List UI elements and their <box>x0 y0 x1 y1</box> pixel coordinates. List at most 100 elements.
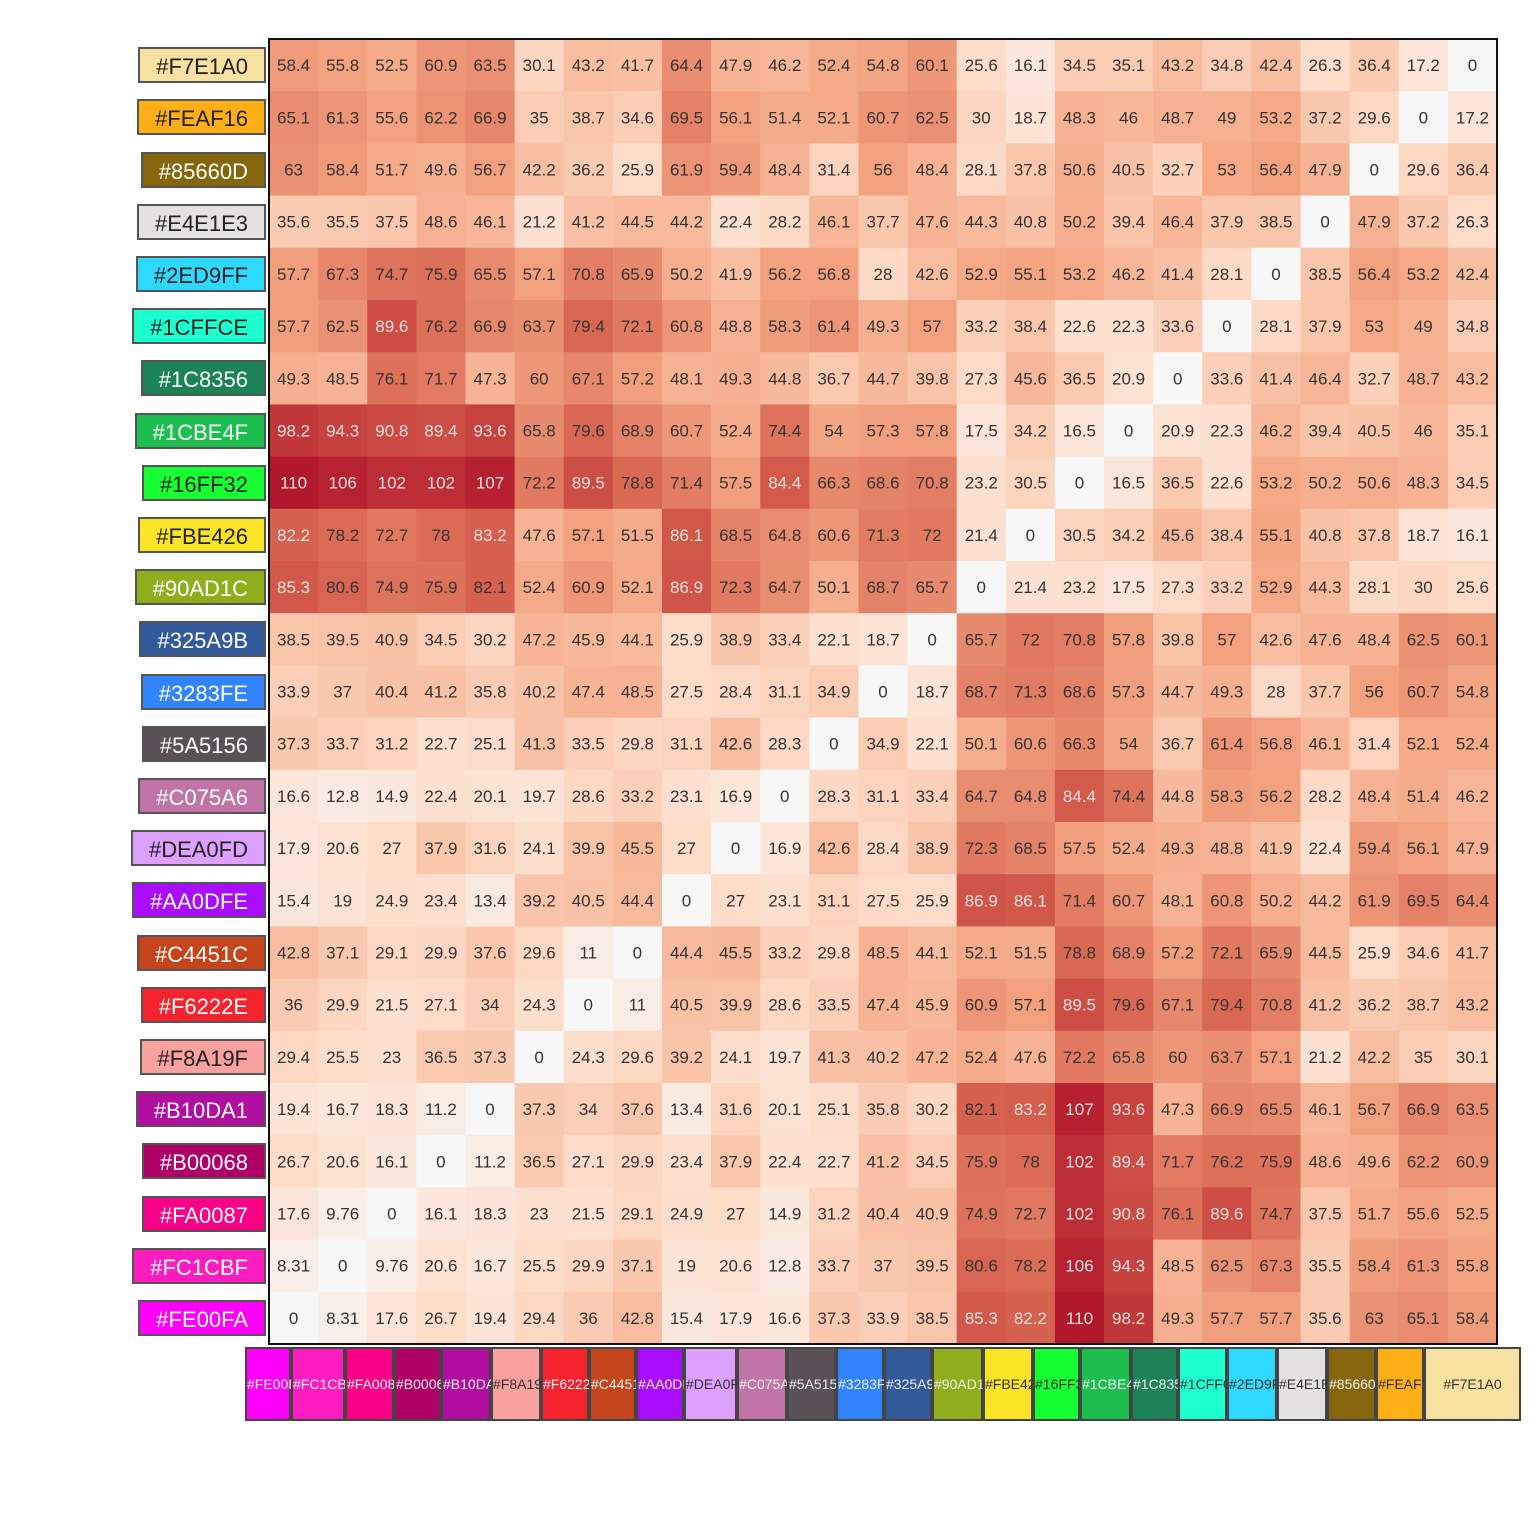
cell-value-label: 93.6 <box>473 422 506 441</box>
heatmap-cell <box>1054 665 1105 719</box>
heatmap-cell <box>416 247 467 301</box>
cell-value-label: 37 <box>333 683 352 702</box>
cell-value-label: 44.2 <box>1309 891 1342 910</box>
cell-value-label: 45.5 <box>719 944 752 963</box>
heatmap-cell <box>1202 1030 1252 1084</box>
heatmap-cell <box>711 300 761 353</box>
cell-value-label: 17.9 <box>277 839 310 858</box>
cell-value-label: 89.5 <box>572 474 605 493</box>
cell-value-label: 13.4 <box>670 1100 703 1119</box>
heatmap-cell <box>760 91 810 144</box>
heatmap-cell <box>1349 39 1400 92</box>
cell-value-label: 33.4 <box>916 787 949 806</box>
heatmap-cell <box>1447 1187 1498 1241</box>
cell-value-label: 57.5 <box>719 474 752 493</box>
heatmap-cell <box>1447 352 1498 405</box>
heatmap-cell <box>367 143 417 197</box>
cell-value-label: 52.5 <box>375 56 408 75</box>
heatmap-cell <box>711 665 761 719</box>
column-label: #B00068 <box>394 1347 452 1421</box>
heatmap-cell <box>1447 91 1498 144</box>
cell-value-label: 21.2 <box>1309 1048 1342 1067</box>
cell-value-label: 17.2 <box>1407 56 1440 75</box>
heatmap-cell <box>711 822 761 875</box>
cell-value-label: 54 <box>1119 735 1138 754</box>
heatmap-cell <box>1202 1239 1252 1293</box>
heatmap-cell <box>858 978 909 1032</box>
cell-value-label: 86.1 <box>1014 891 1047 910</box>
cell-value-label: 52.4 <box>1456 735 1489 754</box>
cell-value-label: 69.5 <box>1407 891 1440 910</box>
column-label: #1CBE4F <box>1080 1347 1143 1421</box>
cell-value-label: 24.1 <box>523 839 556 858</box>
cell-value-label: 38.4 <box>1014 317 1047 336</box>
heatmap-cell <box>1054 247 1105 301</box>
heatmap-cell <box>318 717 368 771</box>
cell-value-label: 47.9 <box>719 56 752 75</box>
heatmap-cell <box>563 665 614 719</box>
cell-value-label: 60.9 <box>965 996 998 1015</box>
cell-value-label: 57 <box>1217 630 1236 649</box>
cell-value-label: 37 <box>874 1257 893 1276</box>
cell-value-label: 33.2 <box>768 944 801 963</box>
heatmap-cell <box>612 926 663 980</box>
cell-value-label: 89.4 <box>1112 1152 1145 1171</box>
cell-value-label: 29.6 <box>523 944 556 963</box>
cell-value-label: 52.9 <box>1259 578 1292 597</box>
cell-value-label: 9.76 <box>375 1257 408 1276</box>
cell-value-label: 18.7 <box>916 683 949 702</box>
cell-value-label: 25.6 <box>965 56 998 75</box>
heatmap-cell <box>809 717 860 771</box>
heatmap-cell <box>711 1135 761 1188</box>
cell-value-label: 57.1 <box>1014 996 1047 1015</box>
cell-value-label: 62.5 <box>1210 1257 1243 1276</box>
heatmap-cell <box>1054 1030 1105 1084</box>
cell-value-label: 42.2 <box>1358 1048 1391 1067</box>
cell-value-label: 56 <box>874 161 893 180</box>
cell-value-label: 31.2 <box>375 735 408 754</box>
heatmap-cell <box>1202 665 1252 719</box>
heatmap-cell <box>612 822 663 875</box>
cell-value-label: 42.6 <box>1259 630 1292 649</box>
heatmap-cell <box>661 769 712 823</box>
cell-value-label: 18.3 <box>375 1100 408 1119</box>
heatmap-cell <box>661 1030 712 1084</box>
heatmap-cell <box>416 1135 467 1188</box>
heatmap-cell <box>858 456 909 510</box>
cell-value-label: 38.7 <box>572 108 605 127</box>
cell-value-label: 32.7 <box>1161 161 1194 180</box>
heatmap-cell <box>1202 39 1252 92</box>
heatmap-cell <box>809 561 860 614</box>
heatmap-cell <box>269 195 319 249</box>
cell-value-label: 98.2 <box>1112 1309 1145 1328</box>
cell-value-label: 25.9 <box>916 891 949 910</box>
heatmap-cell <box>465 300 516 353</box>
cell-value-label: 26.7 <box>277 1152 310 1171</box>
cell-value-label: 71.4 <box>670 474 703 493</box>
cell-value-label: 106 <box>1065 1257 1093 1276</box>
cell-value-label: 41.2 <box>1309 996 1342 1015</box>
cell-value-label: 94.3 <box>326 422 359 441</box>
heatmap-cell <box>318 978 368 1032</box>
heatmap-cell <box>1104 665 1154 719</box>
heatmap-cell <box>1005 1239 1056 1293</box>
cell-value-label: 58.3 <box>768 317 801 336</box>
cell-value-label: 40.2 <box>523 683 556 702</box>
heatmap-cell <box>1300 978 1351 1032</box>
heatmap-cell <box>269 1239 319 1293</box>
heatmap-cell <box>318 822 368 875</box>
heatmap-cell <box>563 561 614 614</box>
cell-value-label: 86.9 <box>670 578 703 597</box>
cell-value-label: 35.5 <box>326 213 359 232</box>
heatmap-cell <box>1349 1187 1400 1241</box>
cell-value-label: 106 <box>328 474 356 493</box>
heatmap-cell <box>1251 247 1302 301</box>
heatmap-cell <box>1251 508 1302 562</box>
heatmap-cell <box>661 143 712 197</box>
heatmap-cell <box>1447 978 1498 1032</box>
cell-value-label: 20.9 <box>1112 369 1145 388</box>
heatmap-cell <box>661 926 712 980</box>
heatmap-cell <box>563 39 614 92</box>
cell-value-label: 63.5 <box>473 56 506 75</box>
